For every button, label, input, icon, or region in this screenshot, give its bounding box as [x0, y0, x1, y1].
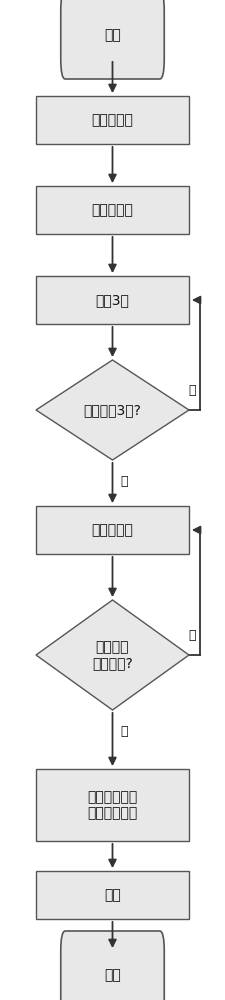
- Text: 变频器通电: 变频器通电: [92, 203, 133, 217]
- FancyBboxPatch shape: [61, 0, 164, 79]
- Text: 启动变频器: 启动变频器: [92, 523, 133, 537]
- Text: 是否到达3秒?: 是否到达3秒?: [83, 403, 142, 417]
- FancyBboxPatch shape: [36, 186, 189, 234]
- Text: 停机: 停机: [104, 888, 121, 902]
- Text: 延时3秒: 延时3秒: [96, 293, 129, 307]
- Polygon shape: [36, 600, 189, 710]
- Text: 否: 否: [189, 629, 196, 642]
- FancyBboxPatch shape: [36, 96, 189, 144]
- Text: 否: 否: [189, 384, 196, 397]
- Text: 是: 是: [120, 475, 128, 488]
- Polygon shape: [36, 360, 189, 460]
- FancyBboxPatch shape: [36, 871, 189, 919]
- Text: 是: 是: [120, 725, 128, 738]
- FancyBboxPatch shape: [61, 931, 164, 1000]
- FancyBboxPatch shape: [36, 769, 189, 841]
- FancyBboxPatch shape: [36, 276, 189, 324]
- Text: 变频器停止工
作，工频运行: 变频器停止工 作，工频运行: [87, 790, 138, 820]
- Text: 是否达到
预设频率?: 是否达到 预设频率?: [92, 640, 133, 670]
- Text: 开始: 开始: [104, 28, 121, 42]
- Text: 结束: 结束: [104, 968, 121, 982]
- Text: 系统初始化: 系统初始化: [92, 113, 133, 127]
- FancyBboxPatch shape: [36, 506, 189, 554]
